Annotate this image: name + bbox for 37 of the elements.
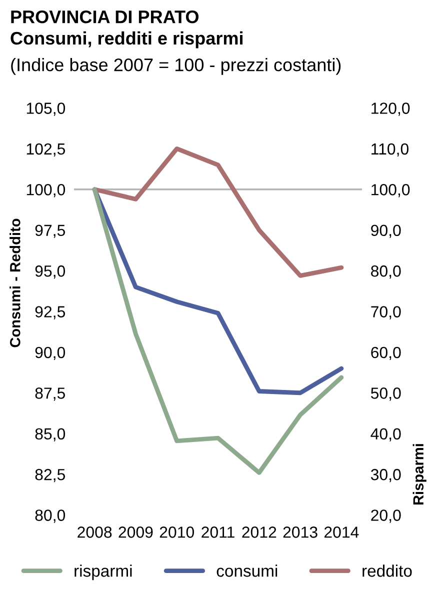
y2-tick-label: 40,0 <box>370 428 401 442</box>
y-tick-label: 95,0 <box>35 265 66 279</box>
legend-label: risparmi <box>74 564 132 580</box>
x-tick-label: 2010 <box>160 526 194 538</box>
y2-tick-label: 50,0 <box>370 388 401 401</box>
legend-label: reddito <box>362 564 412 577</box>
y2-tick-label: 80,0 <box>371 265 401 279</box>
y2-tick-label: 90,0 <box>371 224 401 238</box>
y-tick-label: 80,0 <box>35 510 66 523</box>
y2-tick-label: 120,0 <box>372 102 410 116</box>
y2-tick-label: 30,0 <box>370 468 401 482</box>
y-tick-label: 105,0 <box>26 102 66 116</box>
y2-axis-title: Risparmi <box>412 444 426 505</box>
y-tick-label: 97,5 <box>35 224 65 238</box>
x-tick-label: 2014 <box>324 526 359 538</box>
y-tick-label: 85,0 <box>35 428 66 442</box>
legend-label: consumi <box>216 564 278 577</box>
x-tick-label: 2008 <box>78 526 112 538</box>
chart-subtitle: (Indice base 2007 = 100 - prezzi costanti) <box>11 58 341 75</box>
y-tick-label: 102,5 <box>26 143 65 157</box>
x-tick-label: 2012 <box>242 526 276 538</box>
x-tick-label: 2011 <box>202 526 234 538</box>
y2-tick-label: 60,0 <box>371 346 401 360</box>
y2-tick-label: 110,0 <box>372 143 408 157</box>
y2-tick-label: 20,0 <box>371 510 401 523</box>
x-tick-label: 2009 <box>118 526 153 538</box>
y-tick-label: 87,5 <box>35 388 65 401</box>
y-tick-label: 92,5 <box>35 306 65 320</box>
chart-title: PROVINCIA DI PRATO Consumi, redditi e risparmi <box>10 10 242 48</box>
y-axis-title: Consumi - Reddito <box>10 218 20 348</box>
y-tick-label: 90,0 <box>35 346 66 360</box>
y-tick-label: 82,5 <box>35 468 65 482</box>
y2-tick-label: 70,0 <box>371 306 401 320</box>
y-tick-label: 100,0 <box>26 184 66 198</box>
y2-tick-label: 100,0 <box>372 184 410 198</box>
x-tick-label: 2013 <box>283 526 318 538</box>
line-series <box>92 187 344 475</box>
